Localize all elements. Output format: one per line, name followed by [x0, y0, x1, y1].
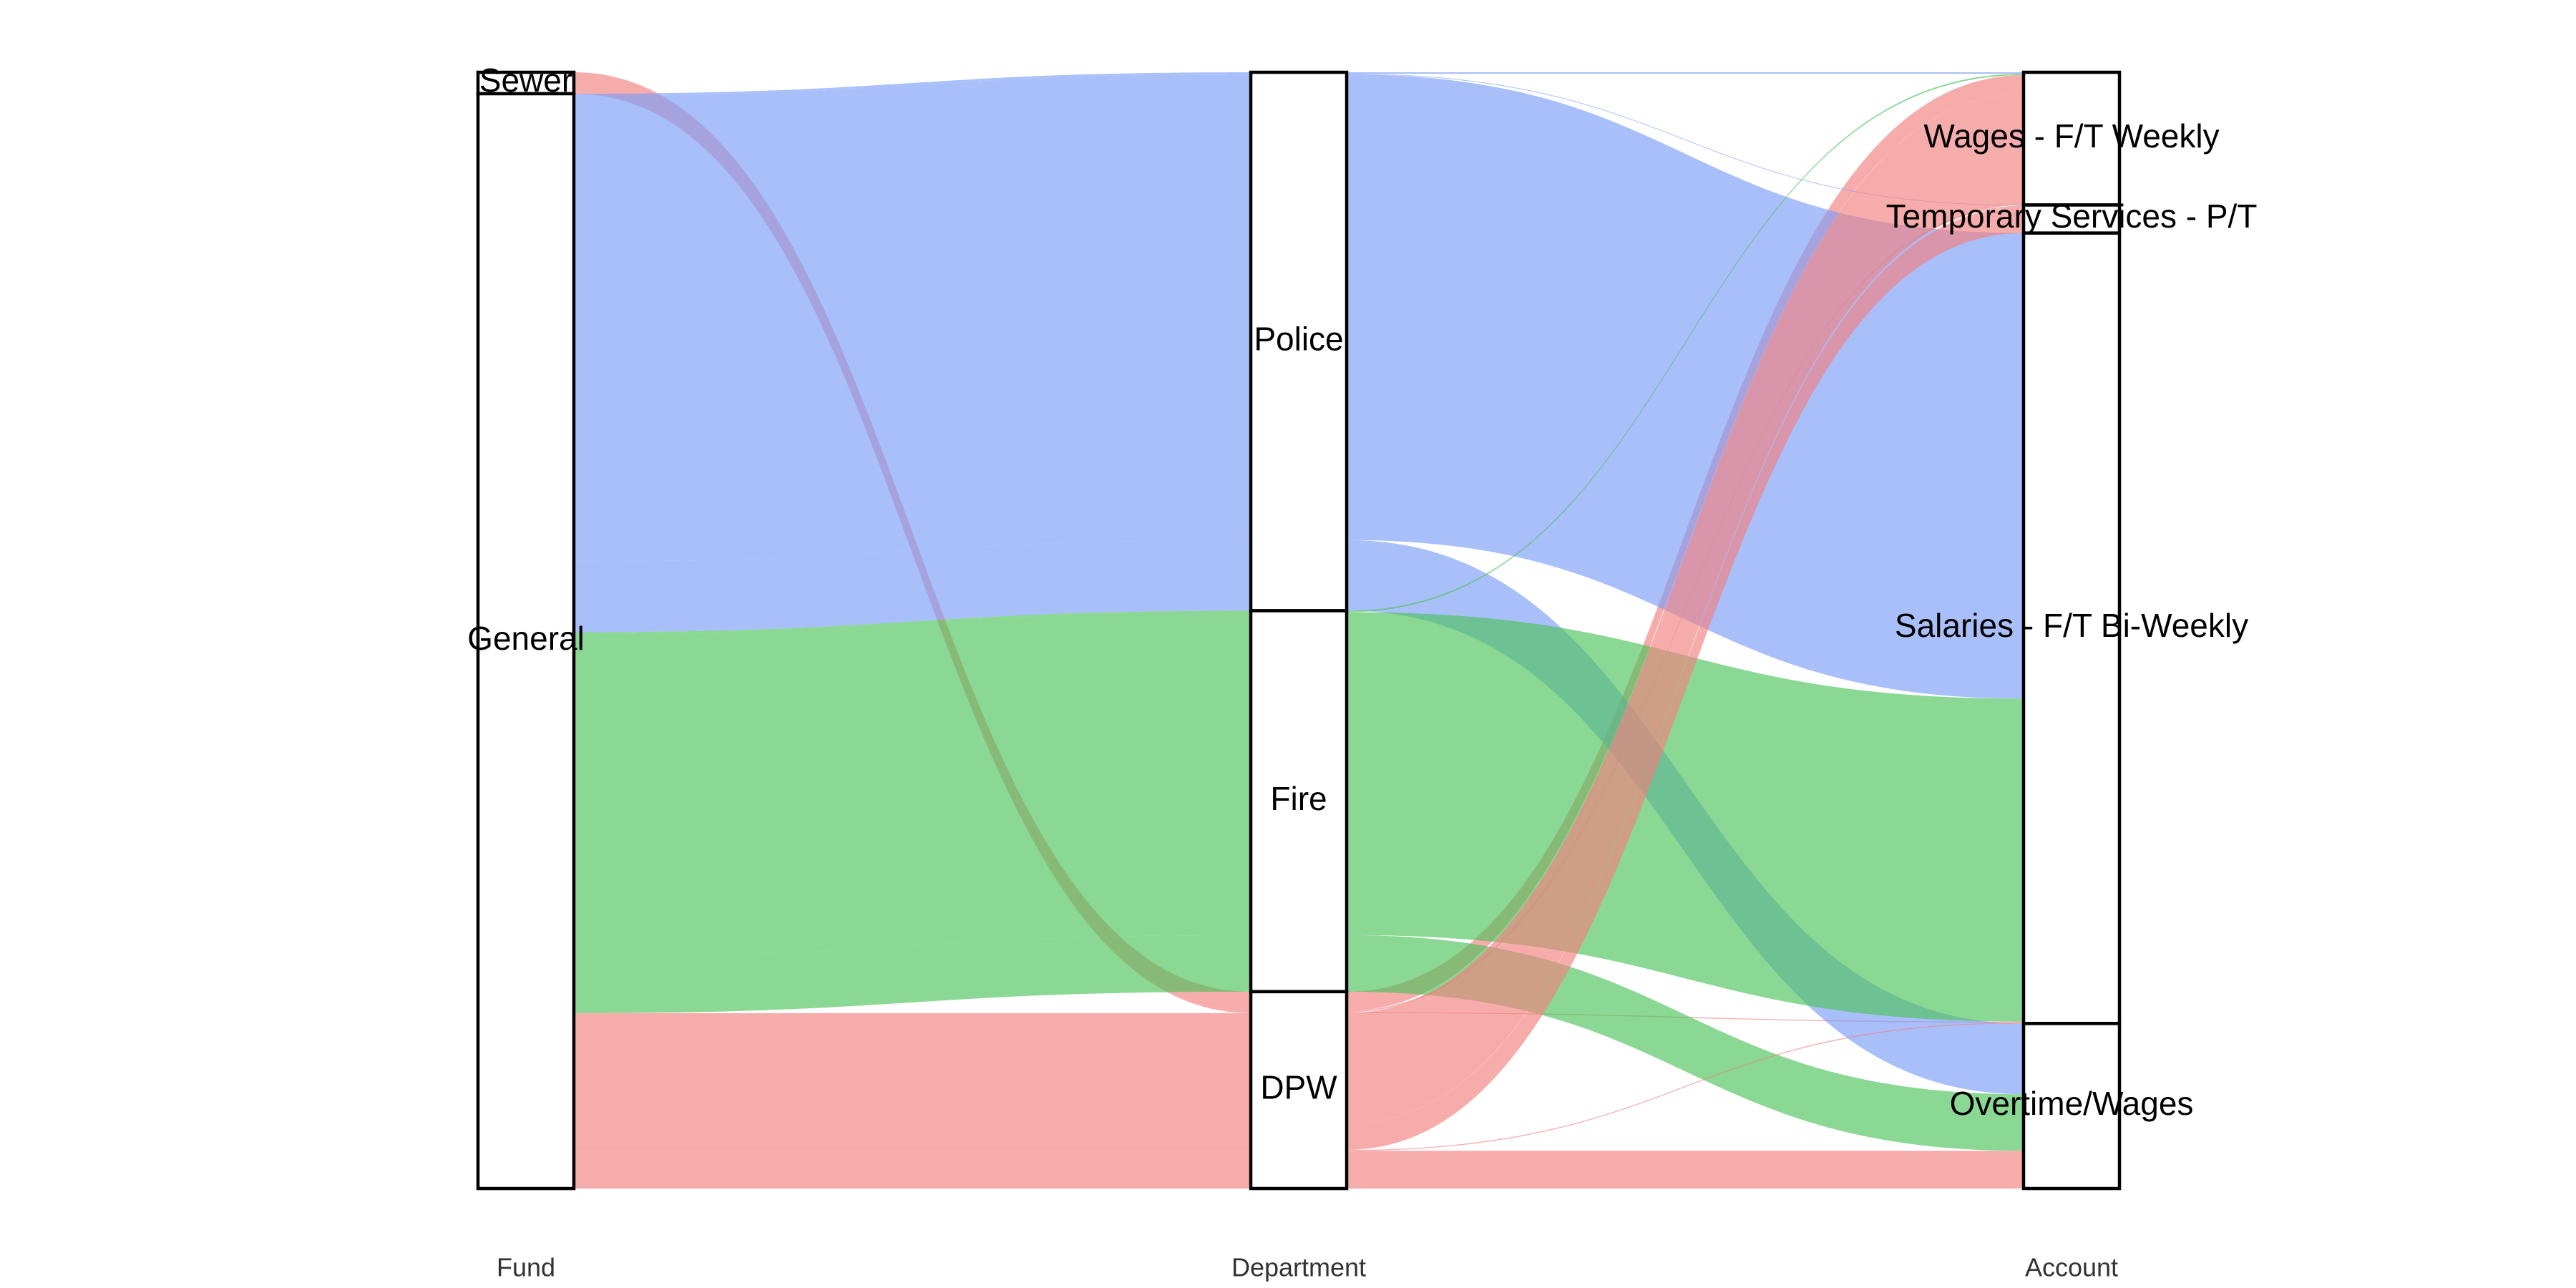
flow-general-to-dpw-13: [574, 1151, 1251, 1189]
stratum-label-general: General: [467, 620, 585, 657]
axis-label-account: Account: [2025, 1253, 2118, 1282]
stratum-department-fire: [1249, 609, 1349, 994]
flow-dpw-to-overtime-wages-13: [1347, 1151, 2024, 1189]
flow-general-to-police-3: [574, 72, 1251, 95]
flows-layer: [574, 72, 2024, 1189]
strata-layer: [476, 70, 2122, 1191]
axis-labels-layer: Fund Department Account: [497, 1253, 2118, 1282]
flow-dpw-to-temporary-services-p-t-11: [1347, 207, 2024, 1150]
flow-general-to-fire-7: [574, 610, 1251, 634]
stratum-label-dpw: DPW: [1260, 1069, 1337, 1106]
axis-label-fund: Fund: [497, 1253, 555, 1282]
flow-general-to-fire-9: [574, 935, 1251, 1013]
stratum-label-police: Police: [1254, 320, 1343, 357]
stratum-account-wages-f-t-weekly: [2021, 70, 2122, 207]
stratum-label-fire: Fire: [1270, 780, 1327, 817]
stratum-label-overtime-wages: Overtime/Wages: [1950, 1085, 2194, 1122]
flow-general-to-dpw-11: [574, 1123, 1251, 1150]
stratum-fund-general: [476, 92, 576, 1191]
flow-dpw-to-salaries-f-t-bi-weekly-12: [1347, 1023, 2024, 1151]
stratum-account-overtime-wages: [2021, 1022, 2122, 1191]
flow-general-to-dpw-12: [574, 1149, 1251, 1151]
stratum-labels-layer: Sewer General Police Fire DPW Wages - F/T Wee…: [467, 62, 2257, 1122]
flow-general-to-dpw-10: [574, 1013, 1251, 1124]
stratum-label-salaries-f-t-bi-weekly: Salaries - F/T Bi-Weekly: [1895, 607, 2248, 644]
flow-police-to-temporary-services-p-t-4: [1347, 73, 2024, 206]
flow-dpw-to-wages-f-t-weekly-10: [1347, 94, 2024, 1124]
flow-fire-to-wages-f-t-weekly-7: [1347, 73, 2024, 613]
stratum-department-dpw: [1249, 990, 1349, 1191]
stratum-label-temporary-services-p-t: Temporary Services - P/T: [1886, 197, 2258, 235]
flow-general-to-police-4: [574, 73, 1251, 96]
stratum-label-wages-f-t-weekly: Wages - F/T Weekly: [1923, 117, 2219, 155]
stratum-account-salaries-f-t-bi-weekly: [2021, 231, 2122, 1025]
axis-label-department: Department: [1231, 1253, 1366, 1282]
stratum-label-sewer: Sewer: [479, 62, 572, 99]
flow-general-to-police-6: [574, 540, 1251, 633]
flow-police-to-wages-f-t-weekly-3: [1347, 72, 2024, 74]
flow-general-to-police-5: [574, 74, 1251, 562]
flow-general-to-fire-8: [574, 612, 1251, 957]
